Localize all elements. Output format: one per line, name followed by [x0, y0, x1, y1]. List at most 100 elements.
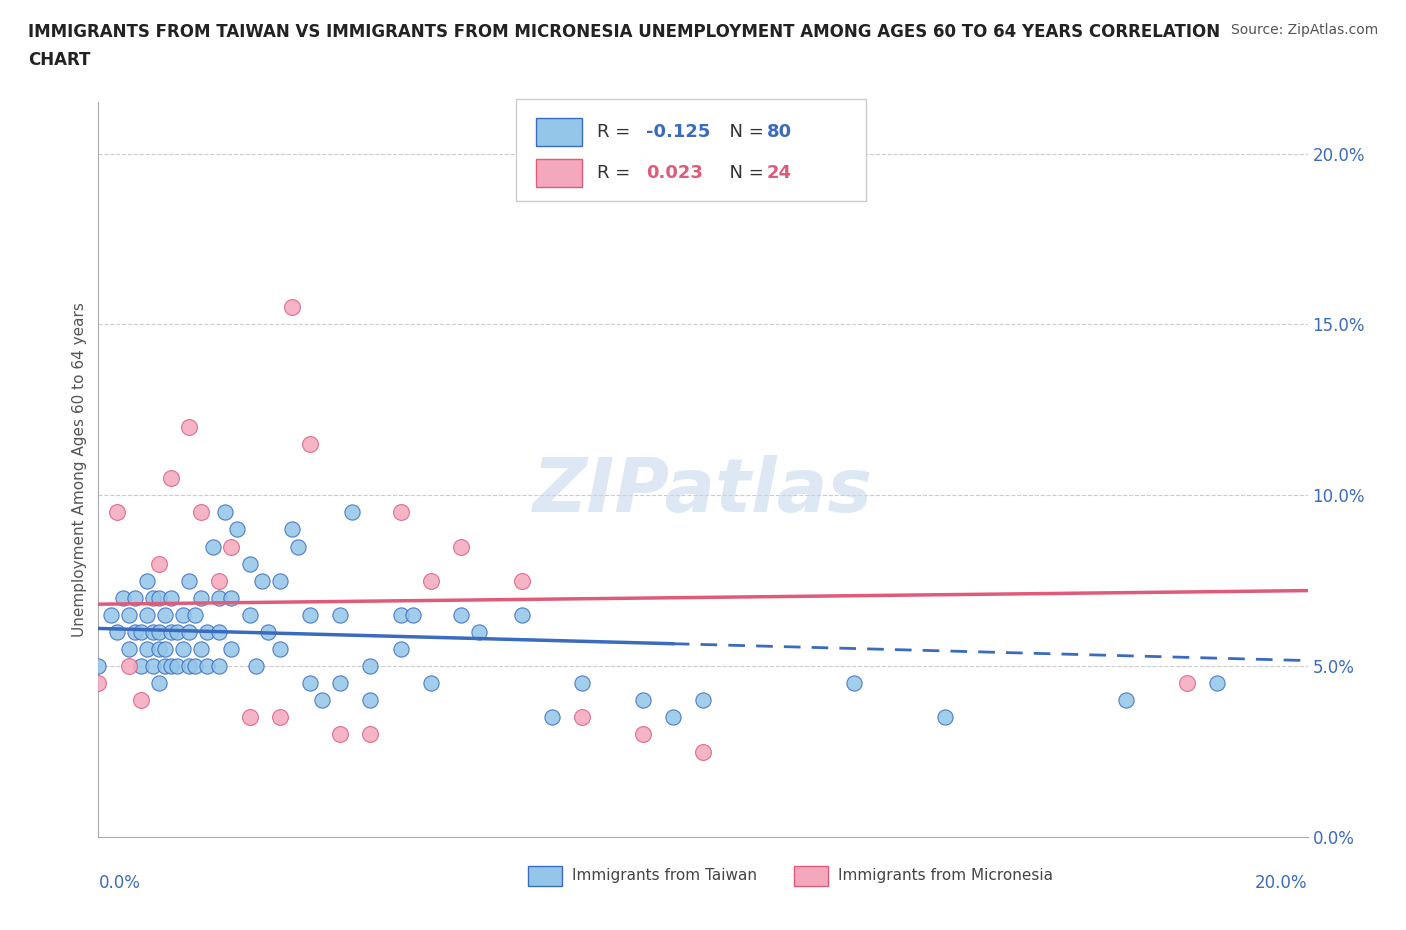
Point	[389, 642, 412, 657]
Point	[166, 658, 188, 673]
Point	[184, 658, 207, 673]
Point	[148, 676, 170, 691]
Point	[299, 436, 322, 451]
Point	[420, 676, 443, 691]
Point	[360, 658, 382, 673]
Point	[166, 625, 188, 640]
Point	[118, 642, 141, 657]
Point	[299, 676, 322, 691]
Text: N =: N =	[717, 164, 769, 182]
Point	[160, 591, 183, 605]
Point	[148, 642, 170, 657]
Text: 0.0%: 0.0%	[98, 874, 141, 892]
Point	[148, 591, 170, 605]
Text: R =: R =	[596, 124, 636, 141]
Point	[118, 658, 141, 673]
Text: Immigrants from Micronesia: Immigrants from Micronesia	[838, 869, 1053, 883]
Point	[111, 591, 134, 605]
Point	[450, 539, 472, 554]
Point	[100, 607, 122, 622]
Point	[153, 642, 176, 657]
Point	[256, 625, 278, 640]
Point	[239, 607, 262, 622]
Point	[245, 658, 267, 673]
Point	[221, 642, 243, 657]
Y-axis label: Unemployment Among Ages 60 to 64 years: Unemployment Among Ages 60 to 64 years	[72, 302, 87, 637]
Text: 80: 80	[768, 124, 792, 141]
Point	[1175, 676, 1198, 691]
Point	[208, 658, 231, 673]
Point	[510, 573, 533, 588]
Point	[179, 658, 201, 673]
Point	[160, 658, 183, 673]
Point	[142, 625, 165, 640]
Point	[153, 607, 176, 622]
Point	[631, 727, 654, 742]
Point	[692, 744, 714, 759]
Point	[142, 658, 165, 673]
Point	[269, 642, 291, 657]
Point	[1206, 676, 1229, 691]
Point	[389, 607, 412, 622]
Text: ZIPatlas: ZIPatlas	[533, 455, 873, 528]
Point	[190, 505, 212, 520]
Point	[934, 710, 956, 724]
Point	[287, 539, 309, 554]
Point	[179, 419, 201, 434]
Point	[214, 505, 236, 520]
Point	[226, 522, 249, 537]
FancyBboxPatch shape	[536, 118, 582, 146]
Text: 0.023: 0.023	[647, 164, 703, 182]
Point	[281, 522, 304, 537]
Point	[153, 658, 176, 673]
Point	[142, 591, 165, 605]
Point	[269, 573, 291, 588]
Point	[208, 591, 231, 605]
Point	[129, 625, 152, 640]
Point	[172, 642, 194, 657]
Point	[105, 625, 128, 640]
Point	[160, 625, 183, 640]
Point	[208, 625, 231, 640]
Point	[195, 625, 218, 640]
Point	[179, 573, 201, 588]
Point	[844, 676, 866, 691]
Point	[129, 658, 152, 673]
Text: 20.0%: 20.0%	[1256, 874, 1308, 892]
Point	[239, 710, 262, 724]
Point	[135, 607, 157, 622]
Point	[129, 693, 152, 708]
Point	[661, 710, 683, 724]
Point	[360, 727, 382, 742]
Point	[239, 556, 262, 571]
Point	[195, 658, 218, 673]
Point	[124, 625, 146, 640]
Point	[420, 573, 443, 588]
Text: Immigrants from Taiwan: Immigrants from Taiwan	[572, 869, 758, 883]
Point	[571, 676, 593, 691]
Point	[342, 505, 364, 520]
Text: Source: ZipAtlas.com: Source: ZipAtlas.com	[1230, 23, 1378, 37]
Point	[184, 607, 207, 622]
Point	[87, 676, 110, 691]
FancyBboxPatch shape	[793, 866, 828, 886]
Point	[148, 625, 170, 640]
Point	[360, 693, 382, 708]
Point	[468, 625, 491, 640]
Point	[190, 642, 212, 657]
Point	[299, 607, 322, 622]
Point	[510, 607, 533, 622]
Point	[179, 625, 201, 640]
Point	[124, 591, 146, 605]
Point	[540, 710, 562, 724]
FancyBboxPatch shape	[536, 159, 582, 187]
Point	[329, 676, 352, 691]
Point	[389, 505, 412, 520]
Point	[450, 607, 472, 622]
Point	[329, 727, 352, 742]
Point	[87, 658, 110, 673]
Point	[1115, 693, 1137, 708]
Point	[202, 539, 225, 554]
Text: IMMIGRANTS FROM TAIWAN VS IMMIGRANTS FROM MICRONESIA UNEMPLOYMENT AMONG AGES 60 : IMMIGRANTS FROM TAIWAN VS IMMIGRANTS FRO…	[28, 23, 1220, 41]
Point	[135, 573, 157, 588]
